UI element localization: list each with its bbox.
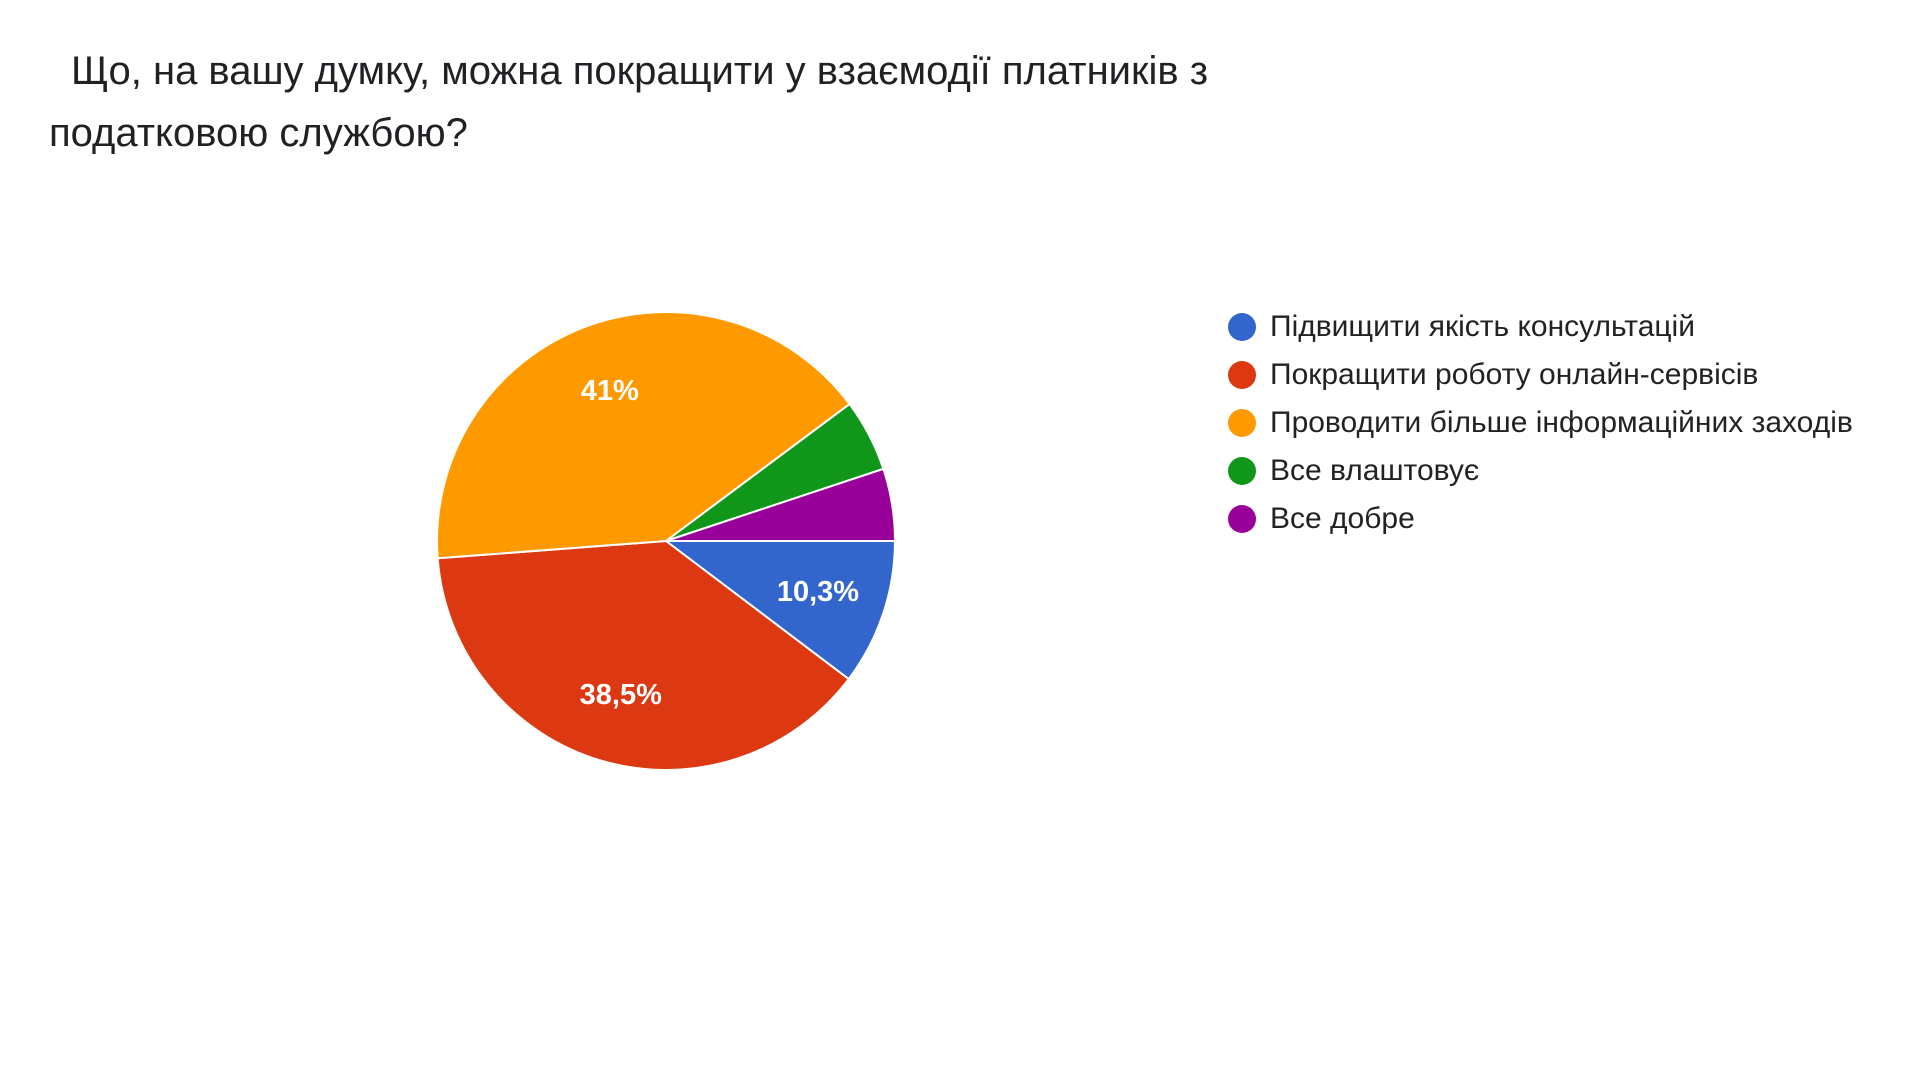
pie-slice-1[interactable] bbox=[663, 540, 897, 681]
chart-title-line-2: податковою службою? bbox=[49, 111, 468, 155]
pie-slice-2[interactable] bbox=[436, 539, 851, 771]
legend-color-dot bbox=[1228, 313, 1256, 341]
legend-item-2[interactable]: Покращити роботу онлайн-сервісів bbox=[1228, 354, 1868, 395]
legend-item-1[interactable]: Підвищити якість консультацій bbox=[1228, 306, 1868, 347]
pie-slice-label-2: 38,5% bbox=[580, 679, 662, 711]
legend-label: Підвищити якість консультацій bbox=[1270, 310, 1695, 343]
legend-label: Проводити більше інформаційних заходів bbox=[1270, 406, 1853, 439]
legend-item-5[interactable]: Все добре bbox=[1228, 498, 1868, 539]
chart-legend: Підвищити якість консультацій Покращити р… bbox=[1228, 306, 1868, 546]
legend-color-dot bbox=[1228, 505, 1256, 533]
pie-slice-3[interactable] bbox=[436, 311, 851, 560]
legend-label: Все влаштовує bbox=[1270, 454, 1480, 487]
legend-item-3[interactable]: Проводити більше інформаційних заходів bbox=[1228, 402, 1868, 443]
pie-slice-5[interactable] bbox=[665, 467, 897, 542]
legend-color-dot bbox=[1228, 361, 1256, 389]
legend-item-4[interactable]: Все влаштовує bbox=[1228, 450, 1868, 491]
chart-title: Що, на вашу думку, можна покращити у вза… bbox=[49, 40, 1349, 164]
pie-slice-label-3: 41% bbox=[581, 375, 639, 407]
chart-title-line-1: Що, на вашу думку, можна покращити у вза… bbox=[71, 49, 1209, 93]
pie-slice-label-1: 10,3% bbox=[777, 576, 859, 608]
legend-label: Все добре bbox=[1270, 502, 1415, 535]
legend-label: Покращити роботу онлайн-сервісів bbox=[1270, 358, 1759, 391]
legend-color-dot bbox=[1228, 409, 1256, 437]
legend-color-dot bbox=[1228, 457, 1256, 485]
